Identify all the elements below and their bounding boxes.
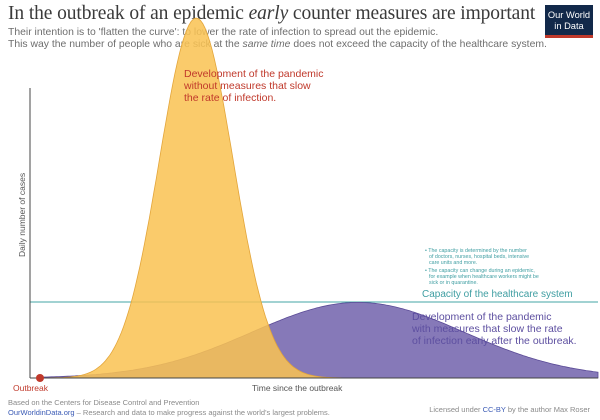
capacity-label: Capacity of the healthcare system xyxy=(422,289,573,300)
y-axis-label: Daily number of cases xyxy=(17,173,27,257)
annotation-without-measures: Development of the pandemic without meas… xyxy=(183,68,326,104)
page-title: In the outbreak of an epidemic early cou… xyxy=(8,3,536,24)
subtitle-line-1: Their intention is to 'flatten the curve… xyxy=(8,27,439,38)
subtitle-line-2: This way the number of people who are si… xyxy=(8,39,547,50)
owid-logo[interactable]: Our World in Data xyxy=(545,5,593,38)
annotation-with-measures: Development of the pandemic with measure… xyxy=(411,311,577,347)
x-axis-label: Time since the outbreak xyxy=(252,383,343,393)
license-link[interactable]: CC-BY xyxy=(482,405,506,414)
footer-site: OurWorldinData.org – Research and data t… xyxy=(8,408,330,417)
outbreak-marker xyxy=(36,374,44,382)
capacity-note-1: • The capacity is determined by the numb… xyxy=(425,248,531,266)
footer-source: Based on the Centers for Disease Control… xyxy=(8,398,200,407)
capacity-note-2: • The capacity can change during an epid… xyxy=(425,268,540,286)
footer-license: Licensed under CC-BY by the author Max R… xyxy=(429,405,590,414)
outbreak-label: Outbreak xyxy=(13,383,49,393)
site-link[interactable]: OurWorldinData.org xyxy=(8,408,75,417)
